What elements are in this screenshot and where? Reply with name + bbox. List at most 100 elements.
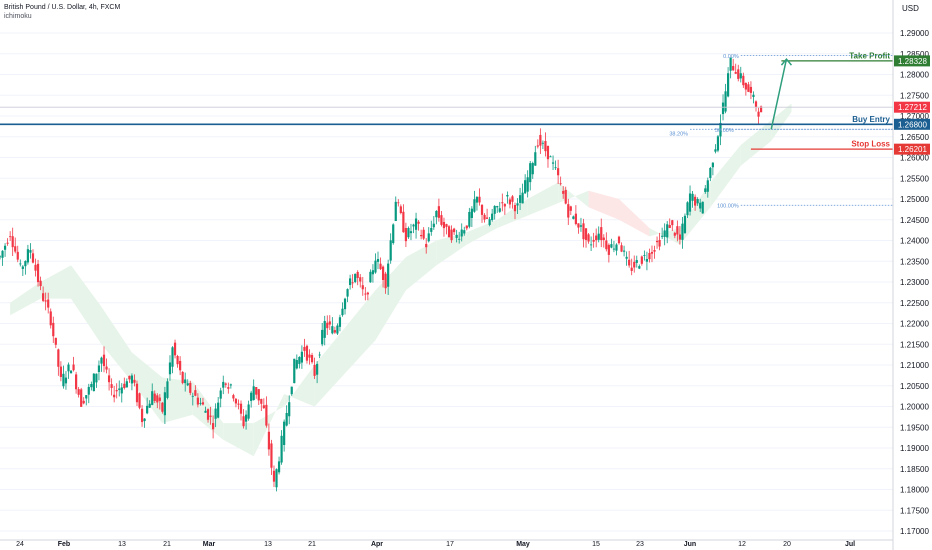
candle-body (331, 326, 334, 334)
time-tick-label: 17 (446, 541, 454, 548)
candle-body (16, 251, 19, 260)
kumo-segment (314, 327, 346, 407)
candle-body (506, 194, 509, 197)
candle-body (229, 384, 232, 386)
current-price-price-tag-text: 1.27212 (898, 103, 927, 112)
candle-body (739, 73, 742, 79)
candle-body (140, 408, 144, 423)
candle-body (356, 271, 359, 278)
indicator-label[interactable]: ichimoku (4, 13, 32, 20)
candle-body (328, 321, 331, 325)
candle-body (135, 383, 139, 403)
time-tick-label: Mar (203, 541, 216, 548)
candle-body (130, 375, 134, 384)
time-tick-label: 21 (308, 541, 316, 548)
candle-body (397, 202, 400, 204)
fib-label: 38.20% (669, 131, 688, 137)
price-tick-label: 1.19500 (900, 423, 929, 432)
candle-body (110, 384, 113, 388)
candle-body (42, 293, 45, 301)
fib-label: 100.00% (717, 204, 739, 210)
candle-body (54, 337, 57, 345)
candle-body (485, 217, 489, 219)
symbol-title[interactable]: British Pound / U.S. Dollar, 4h, FXCM (4, 4, 121, 11)
candle-body (87, 386, 90, 395)
candle-body (602, 237, 605, 241)
candle-body (554, 167, 557, 169)
target-arrow (770, 57, 793, 130)
candle-body (615, 244, 618, 251)
candle-body (247, 404, 250, 419)
price-tick-label: 1.19000 (900, 444, 929, 453)
candle-body (694, 196, 697, 206)
candle-body (437, 206, 440, 218)
candle-body (455, 234, 458, 238)
candle-body (625, 256, 628, 259)
candle-body (262, 405, 265, 409)
price-tick-label: 1.26500 (900, 133, 929, 142)
price-tick-label: 1.24500 (900, 216, 929, 225)
candle-body (392, 224, 395, 244)
time-tick-label: 13 (264, 541, 272, 548)
kumo-segment (619, 199, 650, 237)
candle-body (209, 415, 212, 417)
candle-body (100, 357, 103, 364)
candle-body (138, 393, 141, 408)
candle-body (683, 215, 687, 233)
candle-body (239, 403, 243, 414)
candle-body (564, 189, 567, 204)
candle-body (681, 223, 684, 240)
candle-body (36, 263, 40, 283)
candle-body (90, 384, 93, 388)
candle-body (402, 211, 405, 233)
candle-body (587, 234, 590, 242)
candle-body (107, 375, 111, 383)
candle-body (285, 412, 288, 426)
candle-body (191, 395, 194, 397)
candle-body (49, 311, 52, 326)
candle-body (666, 224, 669, 238)
arrow-head (780, 57, 793, 66)
candle-body (595, 235, 598, 241)
candle-body (511, 196, 514, 202)
candle-body (196, 397, 199, 405)
candle-body (85, 395, 88, 399)
candle-body (105, 366, 108, 370)
candle-body (250, 392, 253, 401)
currency-label: USD (902, 4, 919, 13)
candle-body (161, 402, 164, 412)
time-tick-label: Apr (371, 541, 383, 548)
candle-body (475, 196, 479, 203)
candle-body (323, 320, 326, 338)
candle-body (701, 201, 704, 214)
candle-body (643, 255, 646, 256)
candle-body (468, 211, 471, 227)
candle-body (181, 371, 184, 384)
candle-body (234, 398, 238, 404)
candle-body (308, 354, 311, 358)
price-tick-label: 1.28000 (900, 71, 929, 80)
candle-body (709, 167, 712, 178)
candle-body (704, 188, 707, 192)
candle-body (686, 202, 689, 216)
candle-body (699, 202, 702, 209)
candle-body (432, 223, 435, 228)
candle-body (326, 322, 329, 329)
candle-body (336, 325, 339, 334)
candle-body (544, 141, 547, 152)
time-tick-label: 12 (738, 541, 746, 548)
candle-body (622, 250, 626, 252)
price-tick-label: 1.27000 (900, 112, 929, 121)
candle-body (288, 402, 291, 417)
time-axis[interactable]: 24 Feb 13 21 Mar 13 21 Apr 17 May 15 23 Jun 12 20 Jul (16, 541, 855, 548)
candle-body (546, 145, 550, 160)
candle-body (529, 163, 532, 183)
candle-body (498, 208, 501, 212)
candle-body (163, 392, 167, 416)
candle-body (752, 94, 755, 98)
kumo-segment (740, 120, 772, 166)
candle-body (483, 214, 486, 220)
candle-body (414, 218, 418, 230)
